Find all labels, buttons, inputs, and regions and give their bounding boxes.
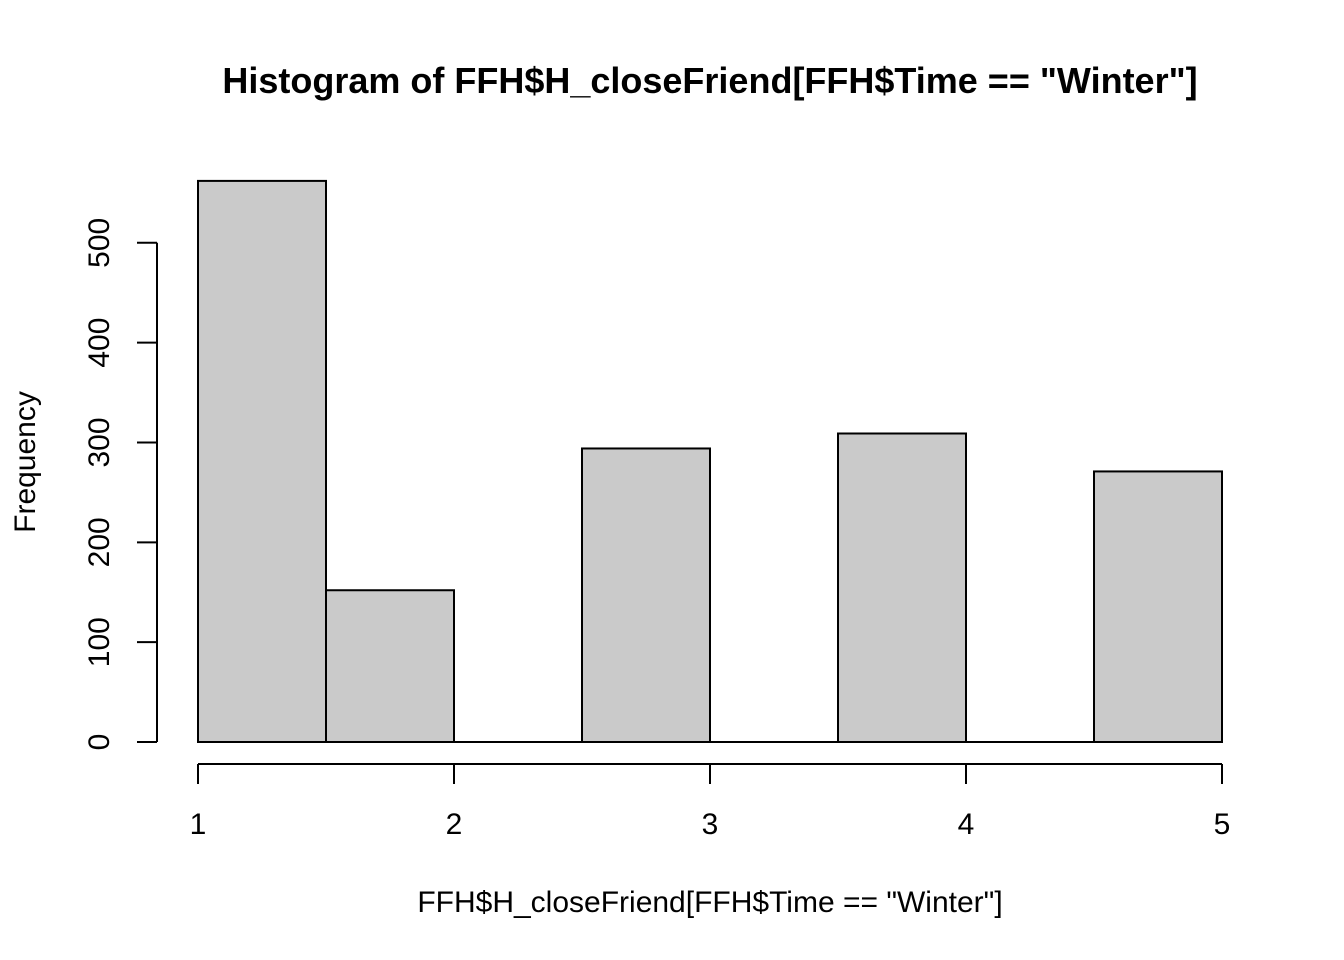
histogram-bar: [837, 432, 967, 743]
y-tick-label: 100: [83, 617, 116, 667]
y-tick-label: 400: [83, 318, 116, 368]
y-axis-label: Frequency: [9, 391, 42, 533]
y-tick-label: 300: [83, 417, 116, 467]
x-tick-label: 1: [190, 808, 207, 841]
y-tick-label: 0: [83, 734, 116, 751]
y-axis: 0 100 200 300 400 500: [83, 218, 158, 751]
x-tick-label: 2: [446, 808, 463, 841]
x-tick-label: 4: [958, 808, 975, 841]
x-axis-label: FFH$H_closeFriend[FFH$Time == "Winter"]: [417, 886, 1002, 919]
y-tick-label: 200: [83, 517, 116, 567]
bars-group: [197, 179, 1223, 744]
y-tick-label: 500: [83, 218, 116, 268]
x-axis: 1 2 3 4 5: [190, 763, 1231, 841]
chart-title: Histogram of FFH$H_closeFriend[FFH$Time …: [222, 60, 1197, 101]
x-tick-label: 5: [1214, 808, 1231, 841]
histogram-bar: [325, 589, 455, 744]
histogram-bar: [197, 179, 327, 744]
histogram-bar: [1093, 470, 1223, 743]
histogram-bar: [581, 447, 711, 743]
x-tick-label: 3: [702, 808, 719, 841]
